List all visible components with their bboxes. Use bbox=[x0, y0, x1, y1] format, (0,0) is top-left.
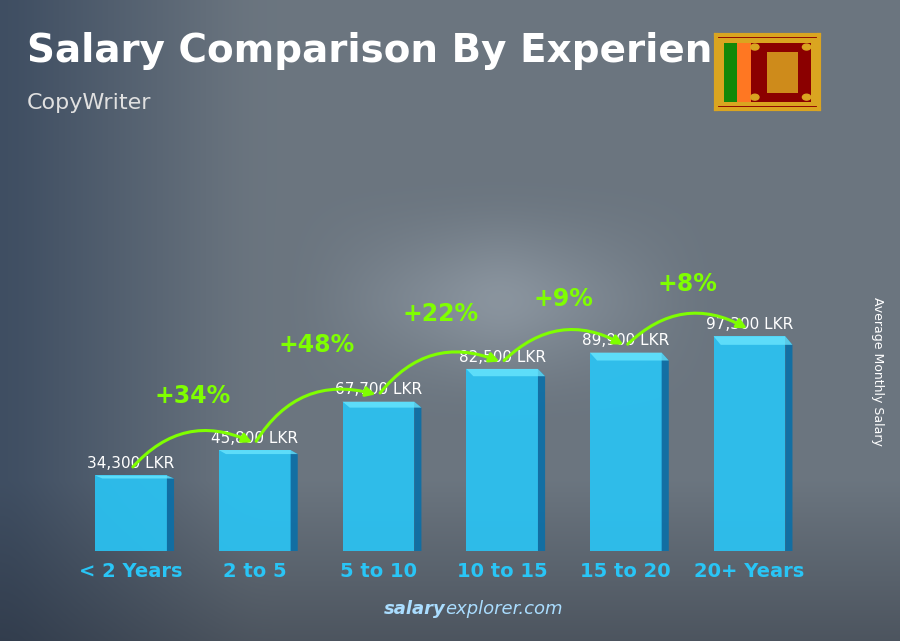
Polygon shape bbox=[414, 402, 421, 551]
Circle shape bbox=[803, 94, 811, 100]
Text: +48%: +48% bbox=[278, 333, 355, 357]
Bar bbox=[737, 43, 751, 102]
Polygon shape bbox=[786, 337, 793, 551]
Polygon shape bbox=[466, 369, 545, 376]
Bar bbox=[95, 476, 166, 551]
FancyBboxPatch shape bbox=[717, 38, 817, 106]
Circle shape bbox=[751, 94, 759, 100]
Text: +9%: +9% bbox=[534, 287, 594, 311]
Text: Average Monthly Salary: Average Monthly Salary bbox=[871, 297, 884, 446]
Circle shape bbox=[751, 44, 759, 50]
Bar bbox=[219, 450, 291, 551]
Text: 34,300 LKR: 34,300 LKR bbox=[87, 456, 175, 471]
Text: +34%: +34% bbox=[155, 385, 231, 408]
Text: CopyWriter: CopyWriter bbox=[27, 93, 151, 113]
Bar bbox=[590, 353, 662, 551]
Polygon shape bbox=[166, 476, 174, 551]
Polygon shape bbox=[95, 476, 174, 478]
Text: Salary Comparison By Experience: Salary Comparison By Experience bbox=[27, 32, 761, 70]
Text: +8%: +8% bbox=[658, 272, 717, 296]
Polygon shape bbox=[714, 337, 793, 345]
Bar bbox=[751, 43, 811, 102]
Text: 97,300 LKR: 97,300 LKR bbox=[706, 317, 793, 332]
Text: 67,700 LKR: 67,700 LKR bbox=[335, 382, 422, 397]
Bar bbox=[343, 402, 414, 551]
Polygon shape bbox=[291, 450, 298, 551]
Text: +22%: +22% bbox=[402, 302, 478, 326]
Circle shape bbox=[803, 44, 811, 50]
Polygon shape bbox=[343, 402, 421, 408]
Bar bbox=[466, 369, 538, 551]
Text: salary: salary bbox=[383, 600, 446, 618]
Text: 82,500 LKR: 82,500 LKR bbox=[459, 349, 545, 365]
Polygon shape bbox=[662, 353, 669, 551]
Bar bbox=[714, 337, 786, 551]
Polygon shape bbox=[219, 450, 298, 454]
Polygon shape bbox=[590, 353, 669, 360]
Text: 89,900 LKR: 89,900 LKR bbox=[582, 333, 670, 348]
Bar bbox=[724, 43, 737, 102]
Polygon shape bbox=[538, 369, 545, 551]
Text: 45,800 LKR: 45,800 LKR bbox=[212, 431, 298, 445]
Text: explorer.com: explorer.com bbox=[446, 600, 563, 618]
Bar bbox=[767, 52, 798, 93]
